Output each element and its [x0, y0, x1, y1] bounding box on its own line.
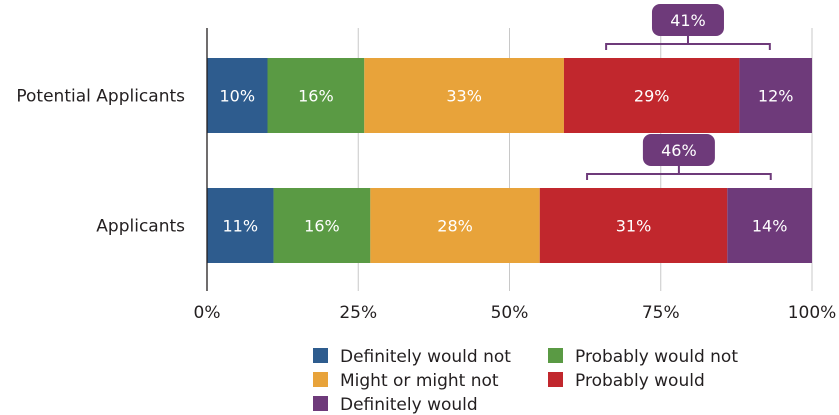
- callout-bracket-potential-applicants: [605, 36, 771, 50]
- bar-might-or-might-not-potential-applicants: [364, 58, 564, 133]
- legend-label-definitely-would-not: Definitely would not: [340, 347, 511, 367]
- x-tick-label-75: 75%: [642, 303, 680, 323]
- legend-label-probably-would-not: Probably would not: [575, 347, 738, 367]
- category-label-applicants: Applicants: [96, 217, 185, 237]
- bar-definitely-would-not-potential-applicants: [207, 58, 268, 133]
- bar-definitely-would-potential-applicants: [739, 58, 812, 133]
- bar-probably-would-applicants: [539, 188, 728, 263]
- legend: Definitely would not Probably would not Mi…: [313, 347, 738, 415]
- bar-probably-would-potential-applicants: [563, 58, 740, 133]
- bar-probably-would-not-potential-applicants: [267, 58, 365, 133]
- x-tick-label-0: 0%: [194, 303, 221, 323]
- callout-label-applicants: 46%: [661, 141, 697, 160]
- callout-label-potential-applicants: 41%: [670, 11, 706, 30]
- x-tick-label-50: 50%: [491, 303, 529, 323]
- legend-swatch-probably-would: [548, 372, 563, 387]
- bar-label-might-or-might-not-potential-applicants: 33%: [446, 87, 482, 106]
- legend-label-definitely-would: Definitely would: [340, 395, 478, 415]
- axes: 0% 25% 50% 75% 100% Potential Applicants Appli…: [16, 28, 836, 323]
- bar-definitely-would-applicants: [727, 188, 812, 263]
- legend-label-might-or-might-not: Might or might not: [340, 371, 499, 391]
- bar-label-might-or-might-not-applicants: 28%: [437, 217, 473, 236]
- bar-label-definitely-would-applicants: 14%: [752, 217, 788, 236]
- category-label-potential-applicants: Potential Applicants: [16, 87, 185, 107]
- bar-label-probably-would-not-potential-applicants: 16%: [298, 87, 334, 106]
- callout-bubble-applicants: [642, 134, 715, 166]
- legend-swatch-definitely-would-not: [313, 348, 328, 363]
- bar-definitely-would-not-applicants: [207, 188, 274, 263]
- legend-swatch-definitely-would: [313, 396, 328, 411]
- x-tick-label-25: 25%: [339, 303, 377, 323]
- x-tick-label-100: 100%: [788, 303, 837, 323]
- legend-swatch-might-or-might-not: [313, 372, 328, 387]
- legend-label-probably-would: Probably would: [575, 371, 705, 391]
- bar-label-definitely-would-not-applicants: 11%: [222, 217, 258, 236]
- bar-label-probably-would-potential-applicants: 29%: [634, 87, 670, 106]
- bar-might-or-might-not-applicants: [370, 188, 540, 263]
- bars: 10% 16% 33% 29% 12% 11% 16% 28% 31% 14%: [207, 58, 812, 263]
- callouts: 41% 46%: [586, 4, 772, 180]
- bar-label-definitely-would-not-potential-applicants: 10%: [219, 87, 255, 106]
- legend-swatch-probably-would-not: [548, 348, 563, 363]
- bar-label-probably-would-not-applicants: 16%: [304, 217, 340, 236]
- callout-bracket-applicants: [586, 166, 772, 180]
- bar-label-definitely-would-potential-applicants: 12%: [758, 87, 794, 106]
- callout-bubble-potential-applicants: [651, 4, 724, 36]
- bar-probably-would-not-applicants: [273, 188, 371, 263]
- bar-label-probably-would-applicants: 31%: [616, 217, 652, 236]
